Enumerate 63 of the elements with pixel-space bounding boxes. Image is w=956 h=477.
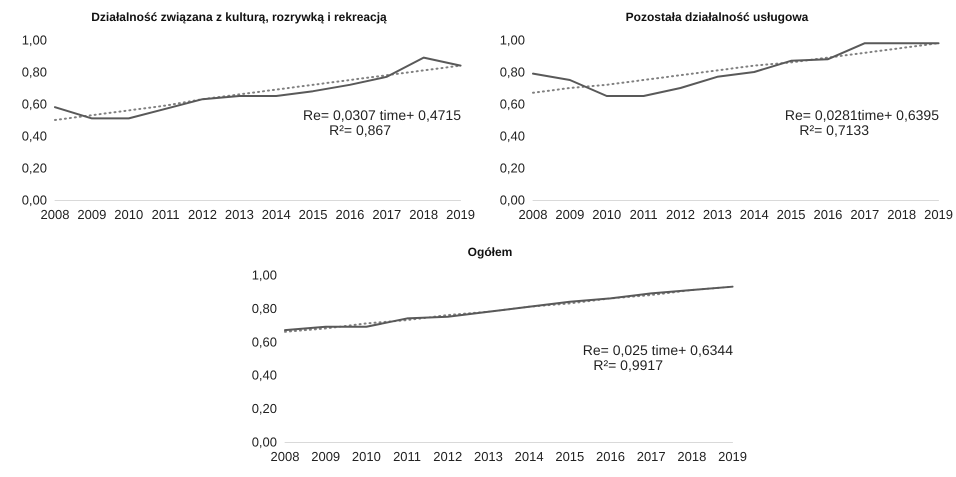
y-tick-label: 0,00	[500, 192, 525, 208]
x-tick-label: 2008	[40, 207, 70, 222]
x-tick-label: 2010	[352, 449, 381, 464]
x-tick-label: 2013	[474, 449, 503, 464]
annotation: Re= 0,025 time+ 0,6344	[582, 342, 734, 358]
y-tick-label: 0,40	[252, 368, 277, 383]
x-tick-label: 2019	[446, 207, 475, 222]
y-tick-label: 0,40	[22, 128, 47, 144]
annotation: R²= 0,867	[329, 122, 392, 138]
x-tick-label: 2014	[262, 207, 291, 222]
y-tick-label: 1,00	[500, 32, 525, 48]
x-tick-label: 2016	[813, 207, 842, 222]
x-tick-label: 2017	[636, 449, 666, 464]
x-tick-label: 2018	[677, 449, 706, 464]
y-tick-label: 1,00	[252, 268, 277, 282]
chart-title: Działalność związana z kulturą, rozrywką i rekreacją	[91, 10, 388, 24]
x-tick-label: 2010	[114, 207, 144, 222]
y-tick-label: 0,80	[22, 64, 47, 80]
x-tick-label: 2019	[718, 449, 747, 464]
x-tick-label: 2015	[555, 449, 584, 464]
x-tick-label: 2010	[592, 207, 622, 222]
x-tick-label: 2012	[666, 207, 695, 222]
x-tick-label: 2018	[887, 207, 916, 222]
x-tick-label: 2011	[393, 449, 422, 464]
x-tick-label: 2018	[409, 207, 438, 222]
x-tick-label: 2015	[298, 207, 328, 222]
y-tick-label: 0,20	[22, 160, 47, 176]
y-tick-label: 0,60	[252, 334, 277, 350]
x-tick-label: 2019	[924, 207, 953, 222]
x-tick-label: 2011	[152, 207, 180, 222]
y-tick-label: 0,80	[500, 64, 525, 80]
y-tick-label: 1,00	[22, 32, 47, 48]
x-tick-label: 2008	[270, 449, 300, 464]
x-tick-label: 2009	[555, 207, 584, 222]
x-tick-label: 2017	[372, 207, 402, 222]
chart-title: Ogółem	[468, 245, 512, 259]
x-tick-label: 2016	[596, 449, 625, 464]
y-tick-label: 0,60	[500, 96, 525, 112]
y-tick-label: 0,60	[22, 96, 47, 112]
y-tick-label: 0,80	[252, 300, 277, 316]
x-tick-label: 2014	[740, 207, 769, 222]
x-tick-label: 2009	[311, 449, 340, 464]
x-tick-label: 2016	[335, 207, 364, 222]
x-tick-label: 2012	[188, 207, 217, 222]
y-tick-label: 0,20	[500, 160, 525, 176]
x-tick-label: 2013	[702, 207, 732, 222]
y-tick-label: 0,20	[252, 401, 277, 416]
annotation: R²= 0,7133	[799, 122, 870, 138]
x-tick-label: 2012	[433, 449, 462, 464]
annotation: Re= 0,0281time+ 0,6395	[784, 107, 940, 123]
x-tick-label: 2017	[850, 207, 880, 222]
y-tick-label: 0,40	[500, 128, 525, 144]
x-tick-label: 2015	[776, 207, 806, 222]
y-tick-label: 0,00	[22, 192, 47, 208]
y-tick-label: 0,00	[252, 434, 277, 450]
x-tick-label: 2008	[518, 207, 548, 222]
chart-title: Pozostała działalność usługowa	[626, 10, 809, 24]
x-tick-label: 2013	[224, 207, 254, 222]
annotation: Re= 0,0307 time+ 0,4715	[302, 107, 462, 123]
x-tick-label: 2011	[630, 207, 658, 222]
x-tick-label: 2009	[77, 207, 106, 222]
annotation: R²= 0,9917	[593, 357, 664, 373]
x-tick-label: 2014	[514, 449, 544, 464]
